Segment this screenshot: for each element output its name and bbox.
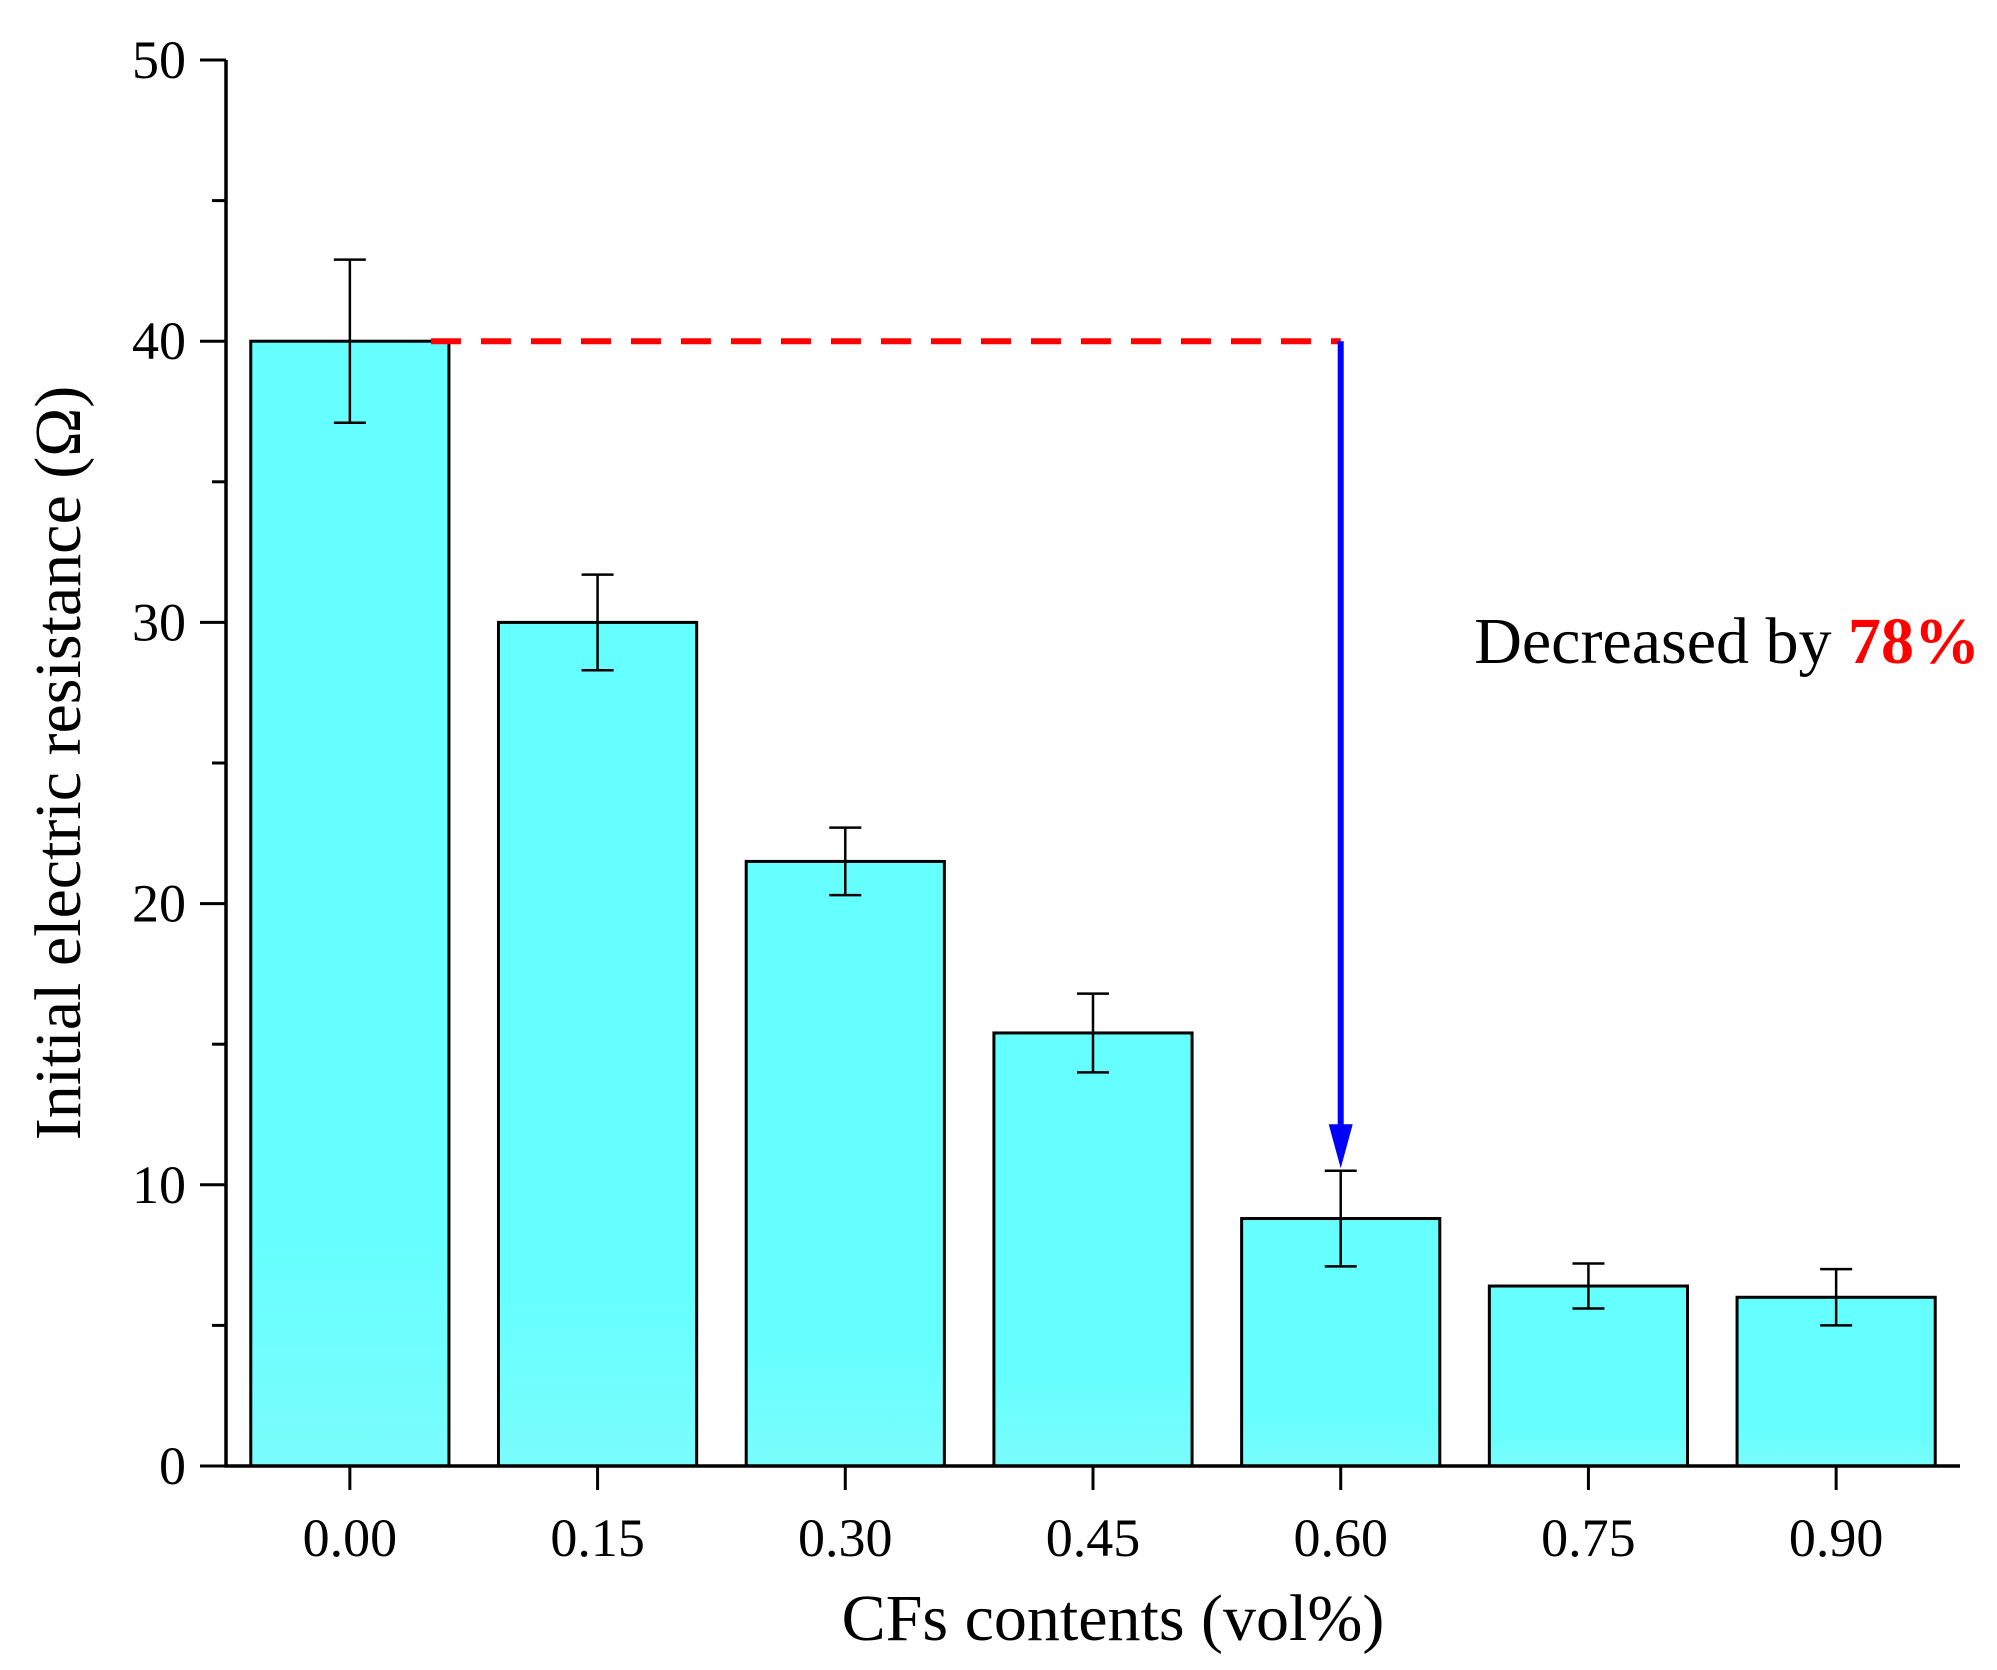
- x-tick-label: 0.15: [550, 1508, 645, 1568]
- y-tick-label: 10: [132, 1155, 186, 1215]
- y-axis-title: Initial electric resistance (Ω): [22, 386, 95, 1141]
- ticks-group: 0 10 20 30 40 50 0.00 0.15 0.30 0.45 0.60 0.75 0.90: [132, 30, 1883, 1568]
- x-tick-label: 0.45: [1046, 1508, 1141, 1568]
- y-tick-label: 0: [159, 1436, 186, 1496]
- annotation-lines: [430, 338, 1353, 1169]
- x-tick-label: 0.60: [1293, 1508, 1388, 1568]
- x-tick-label: 0.30: [798, 1508, 893, 1568]
- x-axis-title: CFs contents (vol%): [842, 1582, 1385, 1655]
- y-tick-label: 20: [132, 874, 186, 934]
- x-tick-label: 0.75: [1541, 1508, 1636, 1568]
- bar-0.15: [496, 620, 699, 1468]
- x-tick-label: 0.00: [303, 1508, 398, 1568]
- bar-0.00: [249, 339, 451, 1468]
- y-tick-label: 30: [132, 592, 186, 652]
- error-bars-group: [333, 258, 1853, 1327]
- decrease-annotation-percent: 78%: [1848, 605, 1980, 678]
- bar-0.45: [992, 1031, 1194, 1468]
- decrease-arrow-head: [1328, 1124, 1353, 1169]
- bar-0.30: [744, 859, 946, 1468]
- y-tick-label: 50: [132, 30, 186, 90]
- decrease-annotation: Decreased by 78%: [1474, 605, 1980, 678]
- y-tick-label: 40: [132, 311, 186, 371]
- decrease-annotation-prefix: Decreased by: [1474, 605, 1848, 678]
- x-tick-label: 0.90: [1789, 1508, 1884, 1568]
- bars-group: [249, 339, 1937, 1468]
- bar-0.75: [1487, 1284, 1690, 1468]
